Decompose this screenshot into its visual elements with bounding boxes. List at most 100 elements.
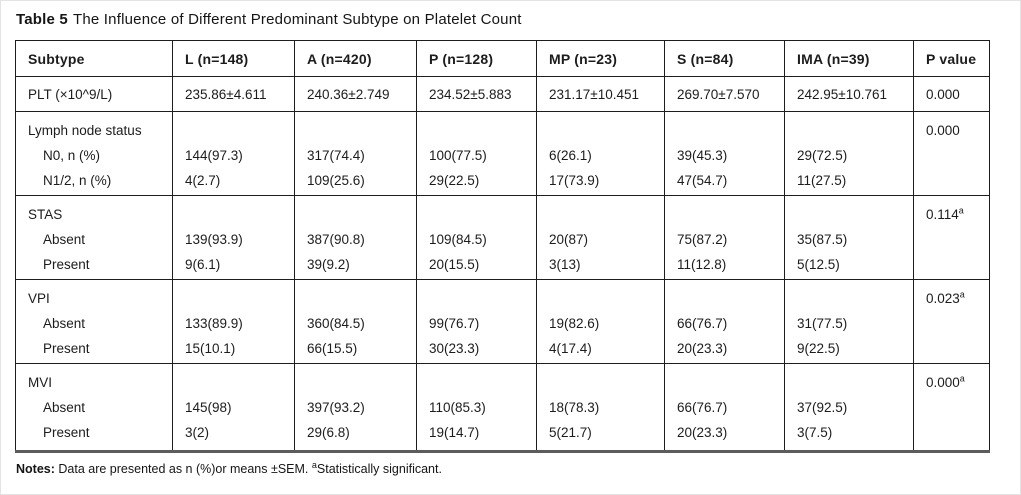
group-pvalue-cell: 0.000a <box>913 363 990 452</box>
spacer <box>677 118 780 143</box>
cell-value: 20(87) <box>549 232 589 247</box>
cell-plt-ima: 242.95±10.761 <box>784 76 914 112</box>
cell-value: 145(98) <box>185 400 232 415</box>
cell-value: 29(6.8) <box>307 425 350 440</box>
p-value: 0.000 <box>926 123 960 138</box>
paper-table-page: Table 5 The Influence of Different Predom… <box>1 1 1020 476</box>
group-data-cell: 37(92.5) 3(7.5) <box>784 363 914 452</box>
spacer <box>307 202 412 227</box>
group-label-cell: STAS Absent Present <box>15 195 173 280</box>
group-data-cell: 317(74.4) 109(25.6) <box>294 111 417 196</box>
cell-value: 39(9.2) <box>307 257 350 272</box>
spacer <box>549 118 660 143</box>
col-header-l: L (n=148) <box>172 40 295 77</box>
cell-value: 5(21.7) <box>549 425 592 440</box>
cell-value: 11(12.8) <box>677 257 727 272</box>
group-data-cell: 6(26.1) 17(73.9) <box>536 111 665 196</box>
cell-value: 3(7.5) <box>797 425 833 440</box>
notes-superscript: a <box>311 459 317 470</box>
cell-value: 20(23.3) <box>677 425 728 440</box>
cell-value: 5(12.5) <box>797 257 840 272</box>
col-header-subtype: Subtype <box>15 40 173 77</box>
cell-value: 387(90.8) <box>307 232 365 247</box>
group-data-cell: 66(76.7) 20(23.3) <box>664 363 785 452</box>
cell-plt-l: 235.86±4.611 <box>172 76 295 112</box>
group-data-cell: 110(85.3) 19(14.7) <box>416 363 537 452</box>
cell-value: 99(76.7) <box>429 316 480 331</box>
cell-value: 144(97.3) <box>185 148 243 163</box>
row-group-lymph-node-status: Lymph node status N0, n (%) N1/2, n (%) … <box>15 111 990 196</box>
cell-value: 47(54.7) <box>677 173 728 188</box>
p-value: 0.023 <box>926 291 960 306</box>
p-value: 0.000 <box>926 375 960 390</box>
cell-value: 15(10.1) <box>185 341 236 356</box>
sub-row-label: Absent <box>43 400 86 415</box>
spacer <box>797 202 909 227</box>
sub-row-label: Absent <box>43 316 86 331</box>
group-data-cell: 133(89.9) 15(10.1) <box>172 279 295 364</box>
cell-value: 75(87.2) <box>677 232 728 247</box>
group-data-cell: 31(77.5) 9(22.5) <box>784 279 914 364</box>
cell-value: 9(22.5) <box>797 341 840 356</box>
cell-value: 4(2.7) <box>185 173 221 188</box>
sub-row-label: N1/2, n (%) <box>43 173 112 188</box>
spacer <box>677 202 780 227</box>
sub-row-label: Present <box>43 257 90 272</box>
group-data-cell: 99(76.7) 30(23.3) <box>416 279 537 364</box>
group-data-cell: 145(98) 3(2) <box>172 363 295 452</box>
row-plt: PLT (×10^9/L) 235.86±4.611 240.36±2.749 … <box>15 76 990 112</box>
table-notes: Notes: Data are presented as n (%)or mea… <box>16 459 1006 476</box>
cell-value: 317(74.4) <box>307 148 365 163</box>
group-data-cell: 100(77.5) 29(22.5) <box>416 111 537 196</box>
cell-value: 100(77.5) <box>429 148 487 163</box>
cell-value: 20(23.3) <box>677 341 728 356</box>
group-data-cell: 29(72.5) 11(27.5) <box>784 111 914 196</box>
cell-value: 29(22.5) <box>429 173 480 188</box>
spacer <box>549 286 660 311</box>
cell-value: 133(89.9) <box>185 316 243 331</box>
p-value-superscript: a <box>959 373 965 384</box>
group-pvalue-cell: 0.023a <box>913 279 990 364</box>
spacer <box>185 202 290 227</box>
cell-value: 30(23.3) <box>429 341 480 356</box>
header-row: Subtype L (n=148) A (n=420) P (n=128) MP… <box>15 40 990 77</box>
cell-value: 66(76.7) <box>677 400 728 415</box>
group-data-cell: 19(82.6) 4(17.4) <box>536 279 665 364</box>
cell-plt-mp: 231.17±10.451 <box>536 76 665 112</box>
group-label-cell: VPI Absent Present <box>15 279 173 364</box>
cell-value: 109(84.5) <box>429 232 487 247</box>
cell-value: 3(13) <box>549 257 581 272</box>
spacer <box>797 118 909 143</box>
cell-plt-s: 269.70±7.570 <box>664 76 785 112</box>
spacer <box>429 286 532 311</box>
group-data-cell: 75(87.2) 11(12.8) <box>664 195 785 280</box>
group-data-cell: 109(84.5) 20(15.5) <box>416 195 537 280</box>
cell-value: 110(85.3) <box>429 400 486 415</box>
p-value-superscript: a <box>958 205 964 216</box>
row-label-plt: PLT (×10^9/L) <box>15 76 173 112</box>
sub-row-label: Present <box>43 341 90 356</box>
group-data-cell: 387(90.8) 39(9.2) <box>294 195 417 280</box>
col-header-s: S (n=84) <box>664 40 785 77</box>
cell-value: 19(82.6) <box>549 316 600 331</box>
row-group-mvi: MVI Absent Present 145(98) 3(2) 397(93.2… <box>15 363 990 452</box>
spacer <box>677 286 780 311</box>
cell-value: 66(76.7) <box>677 316 728 331</box>
cell-value: 31(77.5) <box>797 316 848 331</box>
spacer <box>549 202 660 227</box>
spacer <box>307 370 412 395</box>
group-pvalue-cell: 0.114a <box>913 195 990 280</box>
group-label: Lymph node status <box>28 123 142 138</box>
group-data-cell: 144(97.3) 4(2.7) <box>172 111 295 196</box>
group-data-cell: 360(84.5) 66(15.5) <box>294 279 417 364</box>
group-data-cell: 18(78.3) 5(21.7) <box>536 363 665 452</box>
spacer <box>185 370 290 395</box>
cell-value: 11(27.5) <box>797 173 847 188</box>
spacer <box>185 118 290 143</box>
group-label: MVI <box>28 375 53 390</box>
cell-value: 29(72.5) <box>797 148 848 163</box>
cell-value: 66(15.5) <box>307 341 358 356</box>
group-data-cell: 39(45.3) 47(54.7) <box>664 111 785 196</box>
spacer <box>677 370 780 395</box>
spacer <box>429 370 532 395</box>
